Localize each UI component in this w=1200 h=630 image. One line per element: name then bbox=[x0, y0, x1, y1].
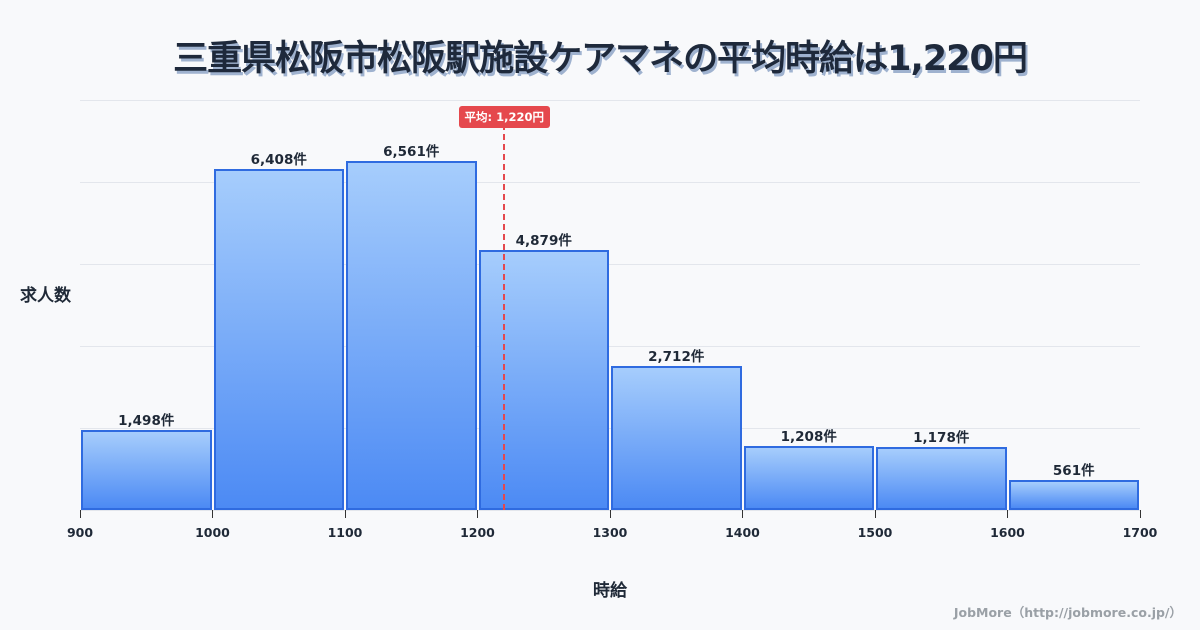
bar-value-label: 6,561件 bbox=[383, 143, 440, 160]
x-tick-label: 1600 bbox=[990, 525, 1025, 540]
histogram-bar[interactable] bbox=[611, 365, 742, 510]
x-tick-label: 1400 bbox=[725, 525, 760, 540]
x-tick bbox=[79, 510, 81, 518]
bar-value-label: 2,712件 bbox=[648, 348, 705, 365]
x-tick bbox=[742, 510, 743, 518]
x-tick-label: 900 bbox=[66, 525, 94, 540]
bar-value-label: 4,879件 bbox=[515, 233, 572, 250]
source-credit: JobMore（http://jobmore.co.jp/） bbox=[953, 605, 1182, 620]
chart-title: 三重県松阪市松阪駅施設ケアマネの平均時給は1,220円 bbox=[173, 39, 1028, 79]
x-tick-label: 1500 bbox=[857, 525, 893, 540]
gridline bbox=[80, 264, 1140, 265]
histogram-bar[interactable] bbox=[1008, 480, 1139, 510]
histogram-bar[interactable] bbox=[346, 160, 477, 510]
bar-value-label: 6,408件 bbox=[250, 151, 307, 168]
gridline bbox=[80, 428, 1140, 429]
gridline bbox=[80, 346, 1140, 347]
histogram-bar[interactable] bbox=[876, 447, 1007, 510]
gridline bbox=[80, 100, 1140, 101]
histogram-bar[interactable] bbox=[478, 250, 609, 510]
bar-value-label: 1,208件 bbox=[780, 428, 837, 445]
bar-value-label: 561件 bbox=[1052, 463, 1095, 480]
x-tick bbox=[609, 510, 611, 518]
x-tick bbox=[344, 510, 346, 518]
x-tick-label: 1000 bbox=[195, 525, 230, 540]
x-tick-label: 1300 bbox=[592, 525, 628, 540]
x-tick bbox=[477, 510, 478, 518]
histogram-bar[interactable] bbox=[81, 430, 212, 510]
bar-value-label: 1,498件 bbox=[118, 413, 175, 430]
gridline bbox=[80, 182, 1140, 183]
bar-value-label: 1,178件 bbox=[913, 430, 970, 447]
mean-badge: 平均: 1,220円 bbox=[458, 106, 550, 128]
y-axis-label: 求人数 bbox=[20, 286, 71, 306]
mean-line bbox=[503, 124, 505, 510]
x-tick bbox=[212, 510, 213, 518]
x-tick bbox=[874, 510, 876, 518]
x-tick bbox=[1139, 510, 1141, 518]
histogram-bar[interactable] bbox=[213, 168, 344, 510]
x-tick bbox=[1007, 510, 1008, 518]
x-tick-label: 1200 bbox=[460, 525, 495, 540]
histogram-bar[interactable] bbox=[743, 445, 874, 510]
x-tick-label: 1100 bbox=[327, 525, 363, 540]
plot-area bbox=[80, 100, 1140, 511]
x-tick-label: 1700 bbox=[1122, 525, 1158, 540]
x-axis-label: 時給 bbox=[593, 581, 627, 601]
